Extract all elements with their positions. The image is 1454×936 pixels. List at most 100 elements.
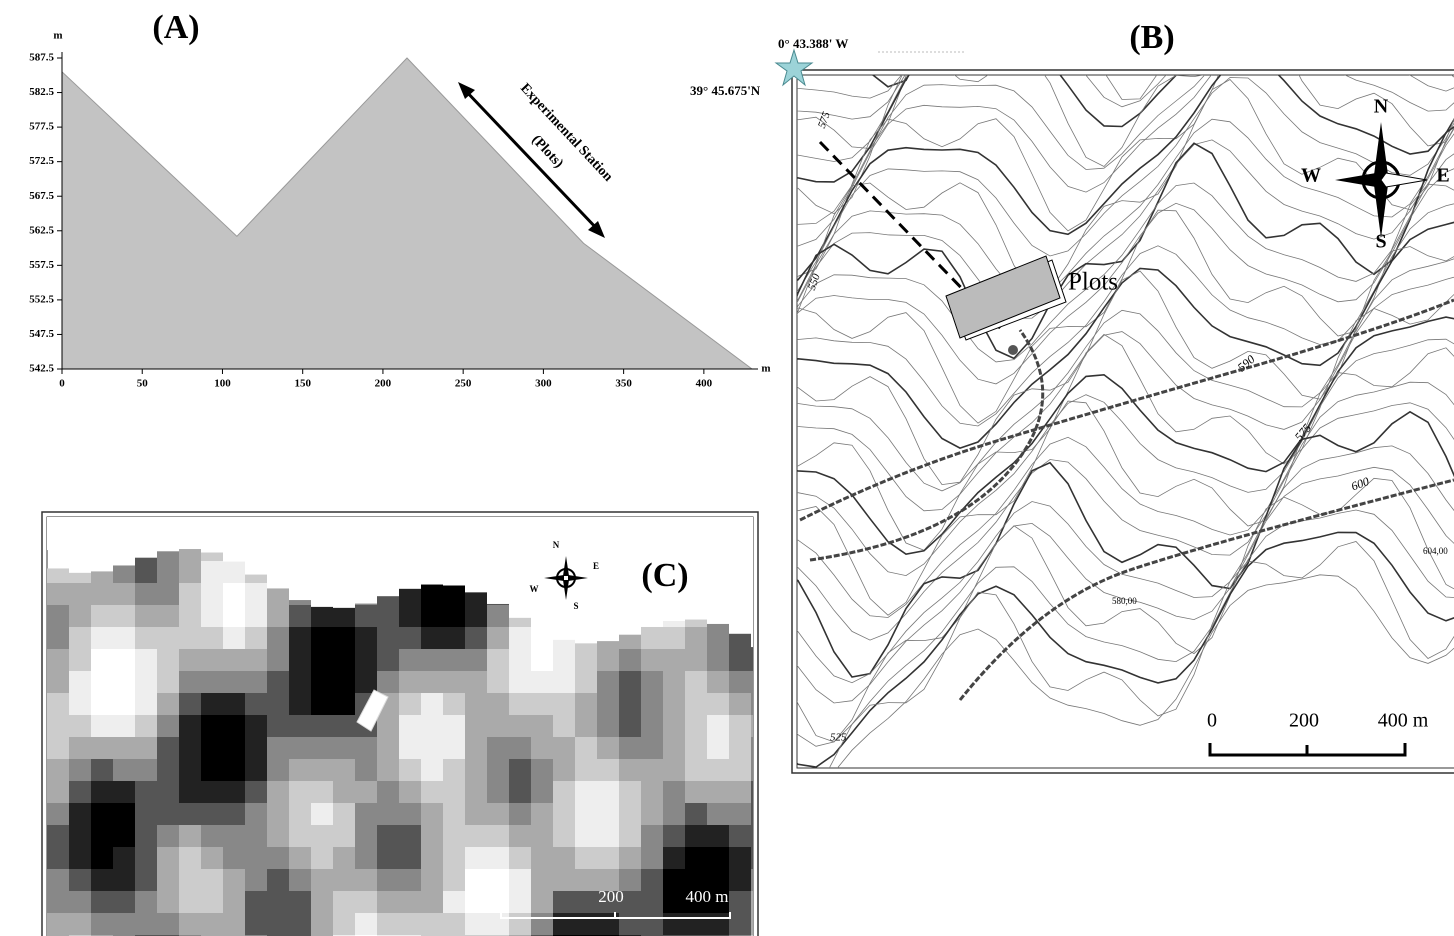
terrain-cell (113, 737, 135, 760)
terrain-cell (201, 671, 223, 694)
terrain-cell (531, 715, 553, 738)
terrain-cell (355, 605, 377, 628)
terrain-cell (707, 781, 729, 804)
terrain-cell (443, 627, 465, 650)
terrain-cell (223, 759, 245, 782)
terrain-cell (531, 913, 553, 936)
y-tick-label: 572.5 (29, 155, 54, 167)
terrain-cell (487, 759, 509, 782)
terrain-cell (179, 913, 201, 936)
terrain-cell (399, 589, 421, 606)
terrain-cell (619, 737, 641, 760)
terrain-cell (179, 605, 201, 628)
terrain-cell (179, 693, 201, 716)
terrain-cell (333, 869, 355, 892)
terrain-cell (641, 737, 663, 760)
terrain-cell (487, 715, 509, 738)
terrain-cell (619, 649, 641, 672)
terrain-cell (575, 693, 597, 716)
terrain-cell (443, 847, 465, 870)
terrain-cell (377, 869, 399, 892)
terrain-cell (333, 737, 355, 760)
terrain-cell (707, 825, 729, 848)
terrain-cell (91, 869, 113, 892)
terrain-cell (597, 759, 619, 782)
terrain-cell (311, 737, 333, 760)
terrain-cell (641, 891, 663, 914)
terrain-cell (69, 781, 91, 804)
terrain-cell (421, 847, 443, 870)
terrain-cell (597, 715, 619, 738)
terrain-cell (333, 608, 355, 628)
terrain-cell (135, 803, 157, 826)
terrain-cell (157, 891, 179, 914)
terrain-cell (685, 759, 707, 782)
terrain-cell (223, 737, 245, 760)
terrain-cell (465, 891, 487, 914)
terrain-cell (267, 847, 289, 870)
terrain-cell (157, 551, 179, 562)
terrain-cell (311, 825, 333, 848)
terrain-cell (223, 649, 245, 672)
terrain-cell (421, 649, 443, 672)
terrain-cell (729, 759, 751, 782)
terrain-cell (135, 759, 157, 782)
terrain-cell (707, 847, 729, 870)
terrain-cell (135, 737, 157, 760)
terrain-cell (135, 627, 157, 650)
terrain-cell (531, 693, 553, 716)
terrain-cell (597, 693, 619, 716)
terrain-cell (377, 737, 399, 760)
y-tick-label: 582.5 (29, 86, 54, 98)
terrain-cell (333, 781, 355, 804)
terrain-cell (531, 631, 553, 650)
terrain-cell (91, 605, 113, 628)
terrain-cell (223, 605, 245, 628)
terrain-cell (223, 891, 245, 914)
terrain-cell (443, 781, 465, 804)
terrain-cell (113, 803, 135, 826)
terrain-cell (289, 693, 311, 716)
annotation: Experimental Station (517, 81, 615, 185)
annotation: (Plots) (528, 132, 566, 171)
terrain-cell (47, 605, 69, 628)
terrain-cell (267, 693, 289, 716)
terrain-cell (443, 825, 465, 848)
terrain-cell (245, 605, 267, 628)
terrain-cell (69, 573, 91, 584)
terrain-cell (707, 693, 729, 716)
terrain-cell (47, 583, 69, 606)
terrain-cell (575, 671, 597, 694)
terrain-cell (575, 759, 597, 782)
scale-label: 200 (1289, 710, 1319, 732)
terrain-cell (69, 671, 91, 694)
terrain-cell (399, 737, 421, 760)
terrain-cell (509, 869, 531, 892)
terrain-cell (245, 671, 267, 694)
terrain-cell (377, 627, 399, 650)
terrain-cell (201, 869, 223, 892)
terrain-cell (487, 627, 509, 650)
terrain-cell (509, 759, 531, 782)
scale-label: 0 (497, 887, 506, 906)
terrain-cell (333, 803, 355, 826)
terrain-cell (729, 803, 751, 826)
terrain-cell (575, 803, 597, 826)
terrain-cell (707, 715, 729, 738)
terrain-cell (597, 781, 619, 804)
terrain-cell (311, 607, 333, 628)
terrain-cell (223, 671, 245, 694)
terrain-cell (707, 671, 729, 694)
terrain-cell (531, 869, 553, 892)
terrain-cell (267, 759, 289, 782)
terrain-cell (267, 891, 289, 914)
terrain-cell (729, 693, 751, 716)
terrain-cell (91, 913, 113, 936)
terrain-cell (245, 583, 267, 606)
terrain-cell (729, 737, 751, 760)
terrain-cell (113, 913, 135, 936)
terrain-cell (685, 620, 707, 628)
terrain-cell (531, 781, 553, 804)
terrain-cell (685, 803, 707, 826)
terrain-cell (91, 583, 113, 606)
